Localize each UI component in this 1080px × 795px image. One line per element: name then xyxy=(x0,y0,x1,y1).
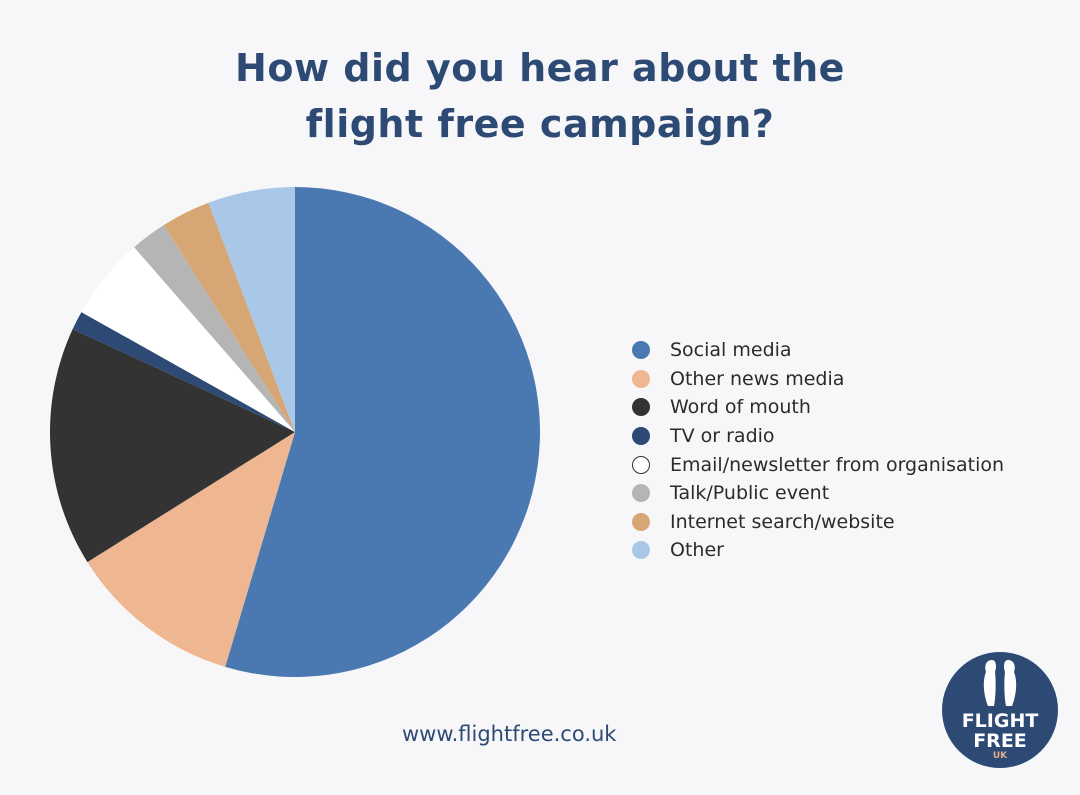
legend-swatch-icon xyxy=(632,484,650,503)
legend-label: Social media xyxy=(670,339,792,362)
legend-swatch-icon xyxy=(632,398,650,417)
legend-item-4: Email/newsletter from organisation xyxy=(632,450,1004,479)
website-url[interactable]: www.flightfree.co.uk xyxy=(402,722,617,746)
legend-label: TV or radio xyxy=(670,425,775,448)
pie-slice-4 xyxy=(81,247,295,432)
legend-item-6: Internet search/website xyxy=(632,508,1004,537)
logo-text-free: FREE xyxy=(973,730,1027,752)
pie-slice-1 xyxy=(87,432,295,667)
legend-swatch-icon xyxy=(632,512,650,531)
legend-label: Talk/Public event xyxy=(670,482,830,505)
flight-free-logo: FLIGHT FREE UK xyxy=(940,650,1060,770)
legend-label: Other xyxy=(670,539,724,562)
pie-slice-2 xyxy=(50,329,295,563)
logo-text-flight: FLIGHT xyxy=(961,710,1039,732)
legend-swatch-icon xyxy=(632,455,650,474)
legend-swatch-icon xyxy=(632,541,650,560)
pie-slice-0 xyxy=(225,187,541,677)
legend-item-5: Talk/Public event xyxy=(632,479,1004,508)
pie-slice-7 xyxy=(208,187,295,432)
legend-label: Word of mouth xyxy=(670,396,811,419)
legend-item-0: Social media xyxy=(632,336,1004,365)
chart-legend: Social media Other news media Word of mout… xyxy=(632,336,1004,565)
pie-slice-3 xyxy=(72,312,296,432)
legend-item-1: Other news media xyxy=(632,365,1004,394)
logo-badge-icon xyxy=(942,652,1058,768)
legend-label: Other news media xyxy=(670,367,845,390)
pie-slice-6 xyxy=(163,202,295,432)
legend-label: Email/newsletter from organisation xyxy=(670,453,1005,476)
chart-title-line-2: flight free campaign? xyxy=(305,102,775,146)
legend-swatch-icon xyxy=(632,427,650,446)
legend-item-7: Other xyxy=(632,536,1004,565)
logo-text-uk: UK xyxy=(992,751,1008,761)
legend-swatch-icon xyxy=(632,369,650,388)
pie-chart xyxy=(50,187,541,677)
chart-title: How did you hear about the flight free c… xyxy=(0,40,1080,152)
pie-slice-5 xyxy=(134,225,295,432)
legend-label: Internet search/website xyxy=(670,510,895,533)
chart-title-line-1: How did you hear about the xyxy=(235,46,845,90)
legend-item-2: Word of mouth xyxy=(632,393,1004,422)
legend-item-3: TV or radio xyxy=(632,422,1004,451)
legend-swatch-icon xyxy=(632,341,650,360)
